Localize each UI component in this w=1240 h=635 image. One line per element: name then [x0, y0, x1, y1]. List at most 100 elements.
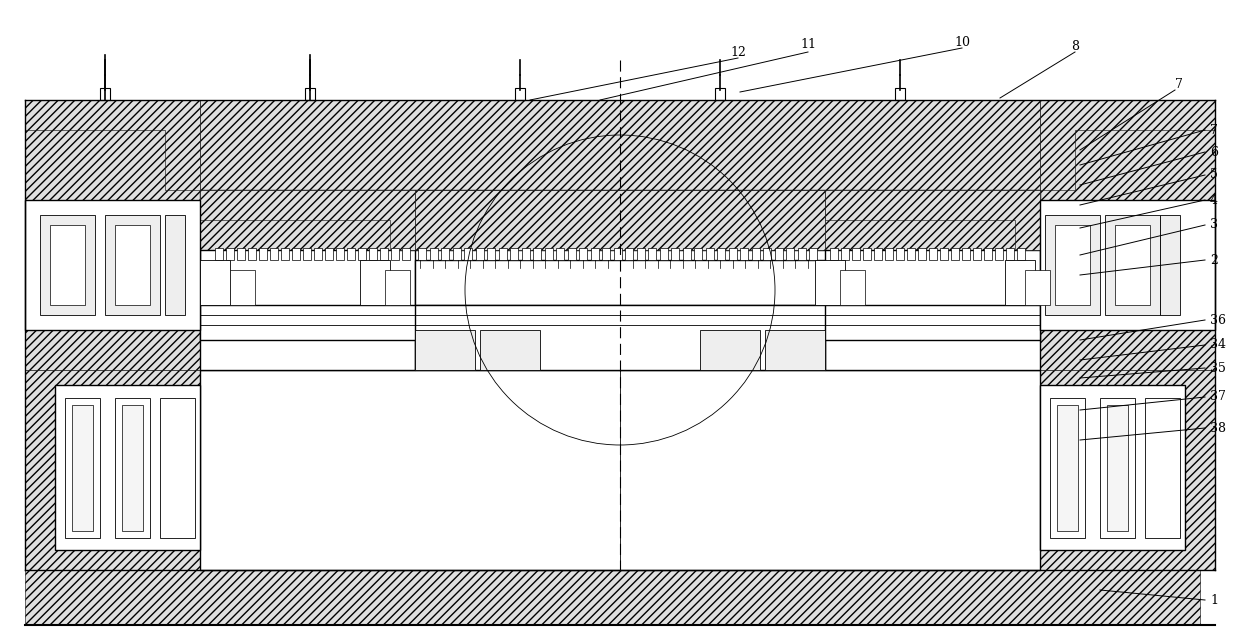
Bar — [487, 248, 495, 260]
Bar — [985, 248, 992, 260]
Bar — [464, 248, 472, 260]
Bar — [200, 190, 415, 370]
Bar — [105, 215, 160, 315]
Text: 3: 3 — [1210, 218, 1218, 232]
Bar — [763, 248, 771, 260]
Bar — [453, 248, 460, 260]
Bar — [885, 248, 893, 260]
Bar — [1040, 200, 1215, 330]
Bar — [115, 398, 150, 538]
Bar — [544, 248, 553, 260]
Polygon shape — [25, 100, 200, 190]
Bar — [115, 225, 150, 305]
Bar — [1105, 215, 1159, 315]
Polygon shape — [25, 330, 200, 370]
Bar — [906, 248, 915, 260]
Bar — [1040, 385, 1185, 550]
Bar — [1115, 225, 1149, 305]
Bar — [379, 248, 388, 260]
Bar — [533, 248, 541, 260]
Bar — [515, 88, 525, 100]
Bar — [305, 88, 315, 100]
Bar — [625, 248, 632, 260]
Bar — [270, 248, 278, 260]
Bar — [962, 248, 970, 260]
Bar — [215, 248, 223, 260]
Bar — [347, 248, 355, 260]
Bar — [229, 270, 255, 305]
Bar — [1100, 398, 1135, 538]
Bar — [1159, 215, 1180, 315]
Polygon shape — [825, 190, 1040, 250]
Bar — [1004, 260, 1035, 305]
Bar — [825, 190, 1040, 370]
Bar — [1006, 248, 1014, 260]
Bar — [40, 215, 95, 315]
Bar — [415, 190, 825, 250]
Bar — [25, 100, 200, 570]
Text: 5: 5 — [1210, 168, 1218, 182]
Bar — [579, 248, 587, 260]
Text: 10: 10 — [954, 36, 970, 48]
Bar — [765, 330, 825, 370]
Bar — [200, 260, 229, 305]
Text: 11: 11 — [800, 39, 816, 51]
Bar — [717, 248, 725, 260]
Text: 4: 4 — [1210, 194, 1218, 206]
Bar — [72, 405, 93, 531]
Bar — [303, 248, 311, 260]
Bar — [25, 200, 200, 330]
Bar — [1025, 270, 1050, 305]
Bar — [122, 405, 143, 531]
Bar — [874, 248, 882, 260]
Bar — [480, 330, 539, 370]
Bar — [863, 248, 870, 260]
Bar — [1056, 405, 1078, 531]
Bar — [358, 248, 366, 260]
Bar — [200, 190, 1040, 250]
Bar — [50, 225, 86, 305]
Bar — [775, 248, 782, 260]
Bar — [429, 248, 438, 260]
Polygon shape — [1040, 370, 1215, 570]
Bar — [384, 270, 410, 305]
Bar — [918, 248, 926, 260]
Polygon shape — [25, 370, 200, 570]
Bar — [994, 248, 1003, 260]
Text: 7: 7 — [1210, 123, 1218, 137]
Bar — [601, 248, 610, 260]
Bar — [1055, 225, 1090, 305]
Bar — [808, 248, 817, 260]
Bar — [200, 370, 1040, 570]
Bar — [402, 248, 410, 260]
Text: 6: 6 — [1210, 145, 1218, 159]
Bar — [568, 248, 575, 260]
Bar — [815, 260, 844, 305]
Text: 34: 34 — [1210, 338, 1226, 352]
Bar — [55, 385, 200, 550]
Bar — [325, 248, 334, 260]
Bar — [706, 248, 713, 260]
Text: 8: 8 — [1071, 39, 1079, 53]
Text: 1: 1 — [1210, 594, 1218, 606]
Bar — [614, 248, 621, 260]
Polygon shape — [1040, 330, 1215, 370]
Bar — [281, 248, 289, 260]
Bar — [418, 248, 427, 260]
Bar — [797, 248, 806, 260]
Bar — [951, 248, 959, 260]
Bar — [929, 248, 937, 260]
Bar — [259, 248, 267, 260]
Bar — [852, 248, 861, 260]
Bar — [751, 248, 759, 260]
Bar — [291, 248, 300, 260]
Polygon shape — [1040, 100, 1215, 190]
Bar — [441, 248, 449, 260]
Text: 35: 35 — [1210, 361, 1226, 375]
Bar — [165, 215, 185, 315]
Bar — [897, 248, 904, 260]
Bar — [415, 330, 475, 370]
Text: 37: 37 — [1210, 391, 1226, 403]
Bar — [694, 248, 702, 260]
Text: 12: 12 — [730, 46, 746, 58]
